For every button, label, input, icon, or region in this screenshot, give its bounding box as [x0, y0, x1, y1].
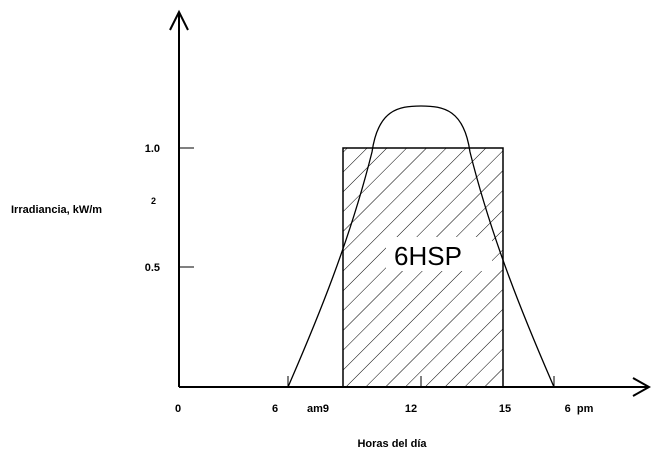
y-axis-arrow: [169, 9, 189, 31]
x-tick-label-0: 0: [175, 403, 181, 415]
y-tick-label-0-5: 0.5: [145, 262, 160, 274]
y-axis-label: Irradiancia, kW/m: [11, 204, 102, 216]
x-tick-label-6: 6: [272, 403, 278, 415]
x-tick-label-9: am9: [307, 403, 329, 415]
x-axis-arrow: [632, 377, 651, 397]
x-axis-label: Horas del día: [357, 438, 427, 450]
area-label-bg: [386, 237, 492, 271]
area-label: 6HSP: [394, 241, 462, 271]
x-tick-label-12: 12: [405, 403, 417, 415]
irradiance-curve: [287, 105, 555, 388]
y-tick-label-1-0: 1.0: [145, 143, 160, 155]
y-axis-label-superscript: 2: [151, 196, 156, 206]
x-tick-label-18: 6 pm: [565, 403, 594, 415]
x-tick-label-15: 15: [499, 403, 511, 415]
